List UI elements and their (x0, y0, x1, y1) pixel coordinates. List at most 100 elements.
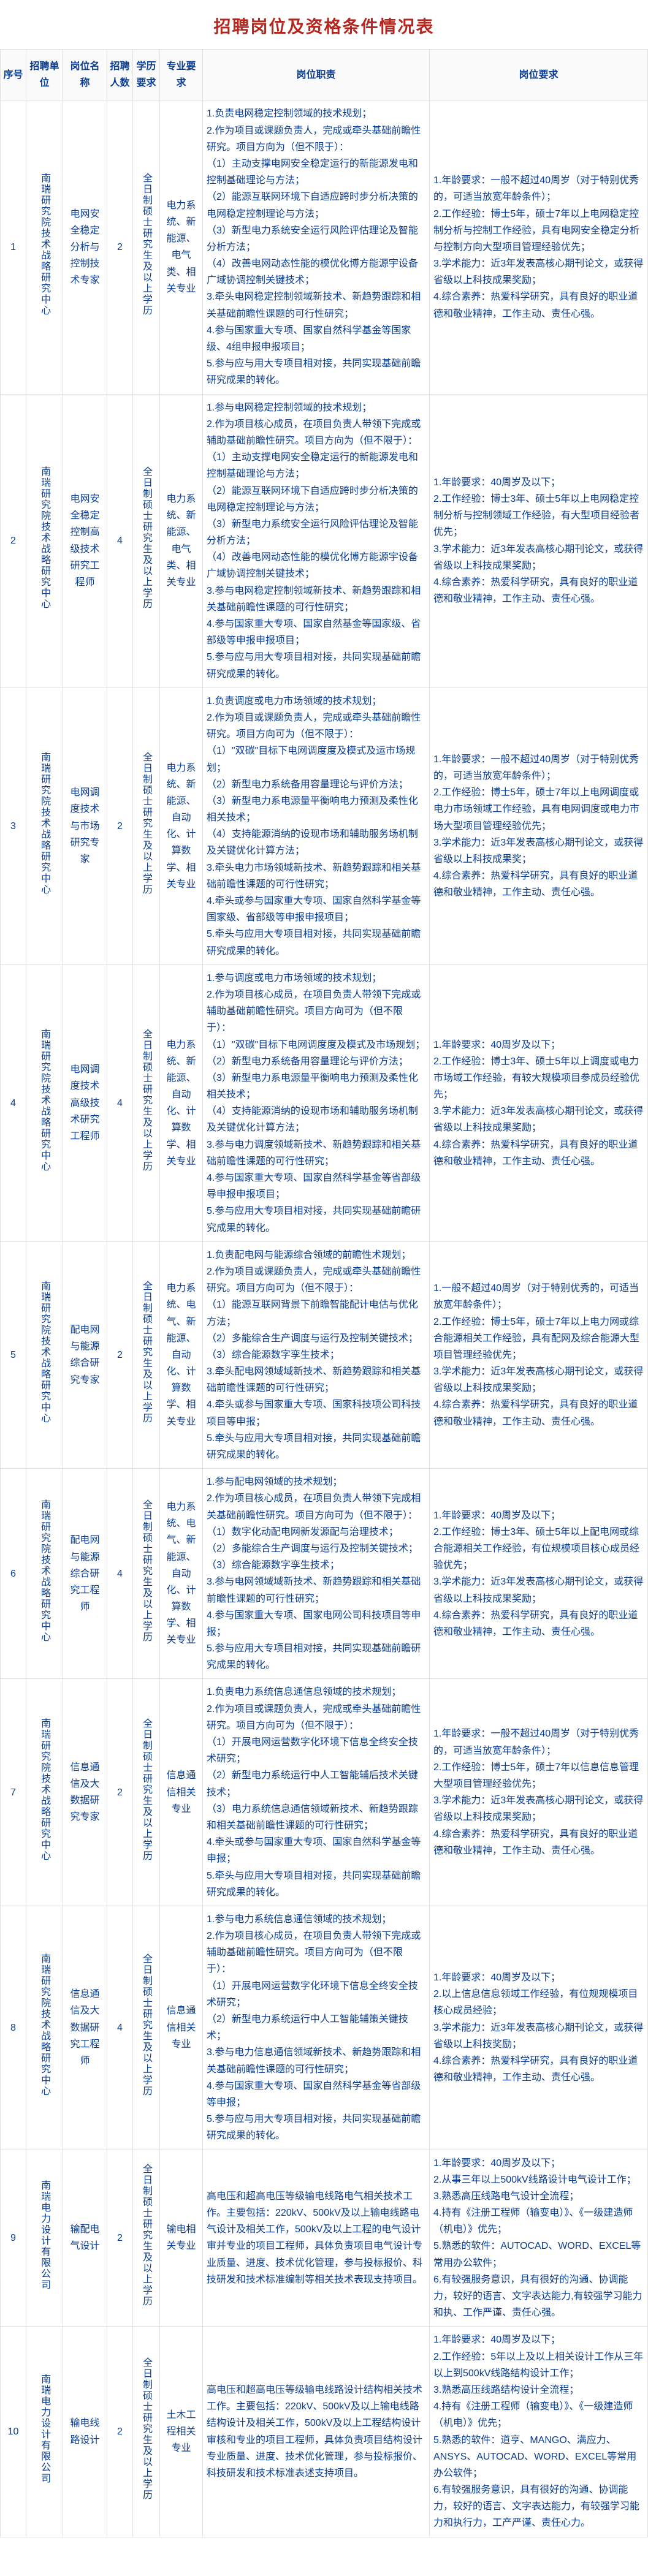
cell-duty: 1.参与电力系统信息通信领域的技术规划；2.作为项目核心成员，在项目负责人带领下… (203, 1906, 430, 2150)
cell-job: 输电线路设计 (63, 2327, 107, 2537)
cell-duty: 高电压和超高电压等级输电线路设计结构相关技术工作。主要包括：220kV、500k… (203, 2327, 430, 2537)
cell-req: 1.年龄要求：40周岁及以下；2.从事三年以上500kV线路设计电气设计工作；3… (430, 2150, 648, 2327)
cell-duty: 高电压和超高电压等级输电线路电气相关技术工作。主要包括：220kV、500kV及… (203, 2150, 430, 2327)
cell-req: 1.年龄要求：一般不超过40周岁（对于特别优秀的，可适当放宽年龄条件）；2.工作… (430, 1679, 648, 1906)
cell-num: 4 (107, 1906, 133, 2150)
cell-req: 1.一般不超过40周岁（对于特别优秀的，可适当放宽年龄条件）；2.工作经验：博士… (430, 1241, 648, 1468)
table-row: 9南瑞电力设计有限公司输配电气设计2全日制硕士研究生及以上学历输电相关专业高电压… (1, 2150, 648, 2327)
cell-edu: 全日制硕士研究生及以上学历 (133, 100, 160, 394)
cell-seq: 9 (1, 2150, 26, 2327)
cell-seq: 2 (1, 394, 26, 688)
cell-unit: 南瑞电力设计有限公司 (26, 2327, 63, 2537)
cell-num: 2 (107, 1241, 133, 1468)
cell-edu: 全日制硕士研究生及以上学历 (133, 394, 160, 688)
cell-unit: 南瑞研究院技术战略研究中心 (26, 964, 63, 1241)
th-seq: 序号 (1, 50, 26, 100)
cell-major: 电力系统、电气、新能源、自动化、计算数学、相关专业 (160, 1469, 203, 1679)
cell-seq: 10 (1, 2327, 26, 2537)
cell-edu: 全日制硕士研究生及以上学历 (133, 2327, 160, 2537)
cell-duty: 1.参与调度或电力市场领域的技术规划；2.作为项目核心成员，在项目负责人带领下完… (203, 964, 430, 1241)
cell-major: 电力系统、新能源、自动化、计算数学、相关专业 (160, 688, 203, 964)
cell-duty: 1.负责调度或电力市场领域的技术规划；2.作为项目或课题负责人，完成或牵头基础前… (203, 688, 430, 964)
cell-seq: 5 (1, 1241, 26, 1468)
cell-major: 电力系统、电气、新能源、自动化、计算数学、相关专业 (160, 1241, 203, 1468)
cell-seq: 6 (1, 1469, 26, 1679)
cell-job: 信息通信及大数据研究专家 (63, 1679, 107, 1906)
cell-edu: 全日制硕士研究生及以上学历 (133, 1679, 160, 1906)
page-title: 招聘岗位及资格条件情况表 (0, 0, 648, 49)
table-row: 7南瑞研究院技术战略研究中心信息通信及大数据研究专家2全日制硕士研究生及以上学历… (1, 1679, 648, 1906)
cell-job: 电网安全稳定控制高级技术研究工程师 (63, 394, 107, 688)
cell-major: 土木工程相关专业 (160, 2327, 203, 2537)
th-job: 岗位名称 (63, 50, 107, 100)
cell-major: 电力系统、新能源、电气类、相关专业 (160, 100, 203, 394)
cell-req: 1.年龄要求：40周岁及以下；2.工作经验：5年以上及以上相关设计工作从三年以上… (430, 2327, 648, 2537)
cell-num: 4 (107, 964, 133, 1241)
cell-seq: 4 (1, 964, 26, 1241)
recruitment-table: 序号 招聘单位 岗位名称 招聘人数 学历要求 专业要求 岗位职责 岗位要求 1南… (0, 49, 648, 2537)
cell-num: 2 (107, 2150, 133, 2327)
cell-job: 配电网与能源综合研究工程师 (63, 1469, 107, 1679)
cell-edu: 全日制硕士研究生及以上学历 (133, 1241, 160, 1468)
cell-unit: 南瑞研究院技术战略研究中心 (26, 394, 63, 688)
cell-edu: 全日制硕士研究生及以上学历 (133, 1469, 160, 1679)
cell-num: 2 (107, 1679, 133, 1906)
cell-duty: 1.负责配电网与能源综合领域的前瞻性术规划；2.作为项目或课题负责人，完成或牵头… (203, 1241, 430, 1468)
cell-major: 信息通信相关专业 (160, 1679, 203, 1906)
cell-major: 信息通信相关专业 (160, 1906, 203, 2150)
table-row: 6南瑞研究院技术战略研究中心配电网与能源综合研究工程师4全日制硕士研究生及以上学… (1, 1469, 648, 1679)
table-row: 8南瑞研究院技术战略研究中心信息通信及大数据研究工程师4全日制硕士研究生及以上学… (1, 1906, 648, 2150)
cell-major: 电力系统、新能源、电气类、相关专业 (160, 394, 203, 688)
cell-duty: 1.负责电网稳定控制领域的技术规划；2.作为项目或课题负责人，完成或牵头基础前瞻… (203, 100, 430, 394)
cell-duty: 1.负责电力系统信息通信息领域的技术规划；2.作为项目或课题负责人，完成或牵头基… (203, 1679, 430, 1906)
cell-num: 4 (107, 394, 133, 688)
cell-job: 输配电气设计 (63, 2150, 107, 2327)
th-num: 招聘人数 (107, 50, 133, 100)
th-unit: 招聘单位 (26, 50, 63, 100)
table-row: 2南瑞研究院技术战略研究中心电网安全稳定控制高级技术研究工程师4全日制硕士研究生… (1, 394, 648, 688)
cell-edu: 全日制硕士研究生及以上学历 (133, 964, 160, 1241)
cell-unit: 南瑞电力设计有限公司 (26, 2150, 63, 2327)
cell-unit: 南瑞研究院技术战略研究中心 (26, 688, 63, 964)
cell-unit: 南瑞研究院技术战略研究中心 (26, 1906, 63, 2150)
cell-job: 电网调度技术与市场研究专家 (63, 688, 107, 964)
cell-unit: 南瑞研究院技术战略研究中心 (26, 1469, 63, 1679)
cell-num: 2 (107, 100, 133, 394)
table-row: 1南瑞研究院技术战略研究中心电网安全稳定分析与控制技术专家2全日制硕士研究生及以… (1, 100, 648, 394)
th-major: 专业要求 (160, 50, 203, 100)
table-header-row: 序号 招聘单位 岗位名称 招聘人数 学历要求 专业要求 岗位职责 岗位要求 (1, 50, 648, 100)
cell-unit: 南瑞研究院技术战略研究中心 (26, 1679, 63, 1906)
cell-req: 1.年龄要求：40周岁及以下；2.工作经验：博士3年、硕士5年以上调度或电力市场… (430, 964, 648, 1241)
cell-seq: 7 (1, 1679, 26, 1906)
cell-major: 电力系统、新能源、自动化、计算数学、相关专业 (160, 964, 203, 1241)
cell-req: 1.年龄要求：一般不超过40周岁（对于特别优秀的，可适当放宽年龄条件）；2.工作… (430, 100, 648, 394)
cell-duty: 1.参与配电网领域的技术规划；2.作为项目核心成员，在项目负责人带领下完成相关基… (203, 1469, 430, 1679)
cell-num: 4 (107, 1469, 133, 1679)
cell-seq: 1 (1, 100, 26, 394)
cell-job: 电网安全稳定分析与控制技术专家 (63, 100, 107, 394)
th-duty: 岗位职责 (203, 50, 430, 100)
cell-unit: 南瑞研究院技术战略研究中心 (26, 100, 63, 394)
cell-unit: 南瑞研究院技术战略研究中心 (26, 1241, 63, 1468)
cell-req: 1.年龄要求：40周岁及以下；2.工作经验：博士3年、硕士5年以上配电网或综合能… (430, 1469, 648, 1679)
cell-major: 输电相关专业 (160, 2150, 203, 2327)
cell-job: 信息通信及大数据研究工程师 (63, 1906, 107, 2150)
cell-req: 1.年龄要求：40周岁及以下；2.以上信息信息领域工作经验，有位规规模项目核心成… (430, 1906, 648, 2150)
table-row: 10南瑞电力设计有限公司输电线路设计2全日制硕士研究生及以上学历土木工程相关专业… (1, 2327, 648, 2537)
cell-job: 电网调度技术高级技术研究工程师 (63, 964, 107, 1241)
table-row: 3南瑞研究院技术战略研究中心电网调度技术与市场研究专家2全日制硕士研究生及以上学… (1, 688, 648, 964)
cell-req: 1.年龄要求：一般不超过40周岁（对于特别优秀的，可适当放宽年龄条件）；2.工作… (430, 688, 648, 964)
cell-num: 2 (107, 2327, 133, 2537)
cell-seq: 3 (1, 688, 26, 964)
table-row: 4南瑞研究院技术战略研究中心电网调度技术高级技术研究工程师4全日制硕士研究生及以… (1, 964, 648, 1241)
th-edu: 学历要求 (133, 50, 160, 100)
cell-edu: 全日制硕士研究生及以上学历 (133, 2150, 160, 2327)
cell-req: 1.年龄要求：40周岁及以下；2.工作经验：博士3年、硕士5年以上电网稳定控制分… (430, 394, 648, 688)
th-req: 岗位要求 (430, 50, 648, 100)
table-row: 5南瑞研究院技术战略研究中心配电网与能源综合研究专家2全日制硕士研究生及以上学历… (1, 1241, 648, 1468)
cell-num: 2 (107, 688, 133, 964)
cell-edu: 全日制硕士研究生及以上学历 (133, 688, 160, 964)
cell-job: 配电网与能源综合研究专家 (63, 1241, 107, 1468)
cell-seq: 8 (1, 1906, 26, 2150)
cell-edu: 全日制硕士研究生及以上学历 (133, 1906, 160, 2150)
